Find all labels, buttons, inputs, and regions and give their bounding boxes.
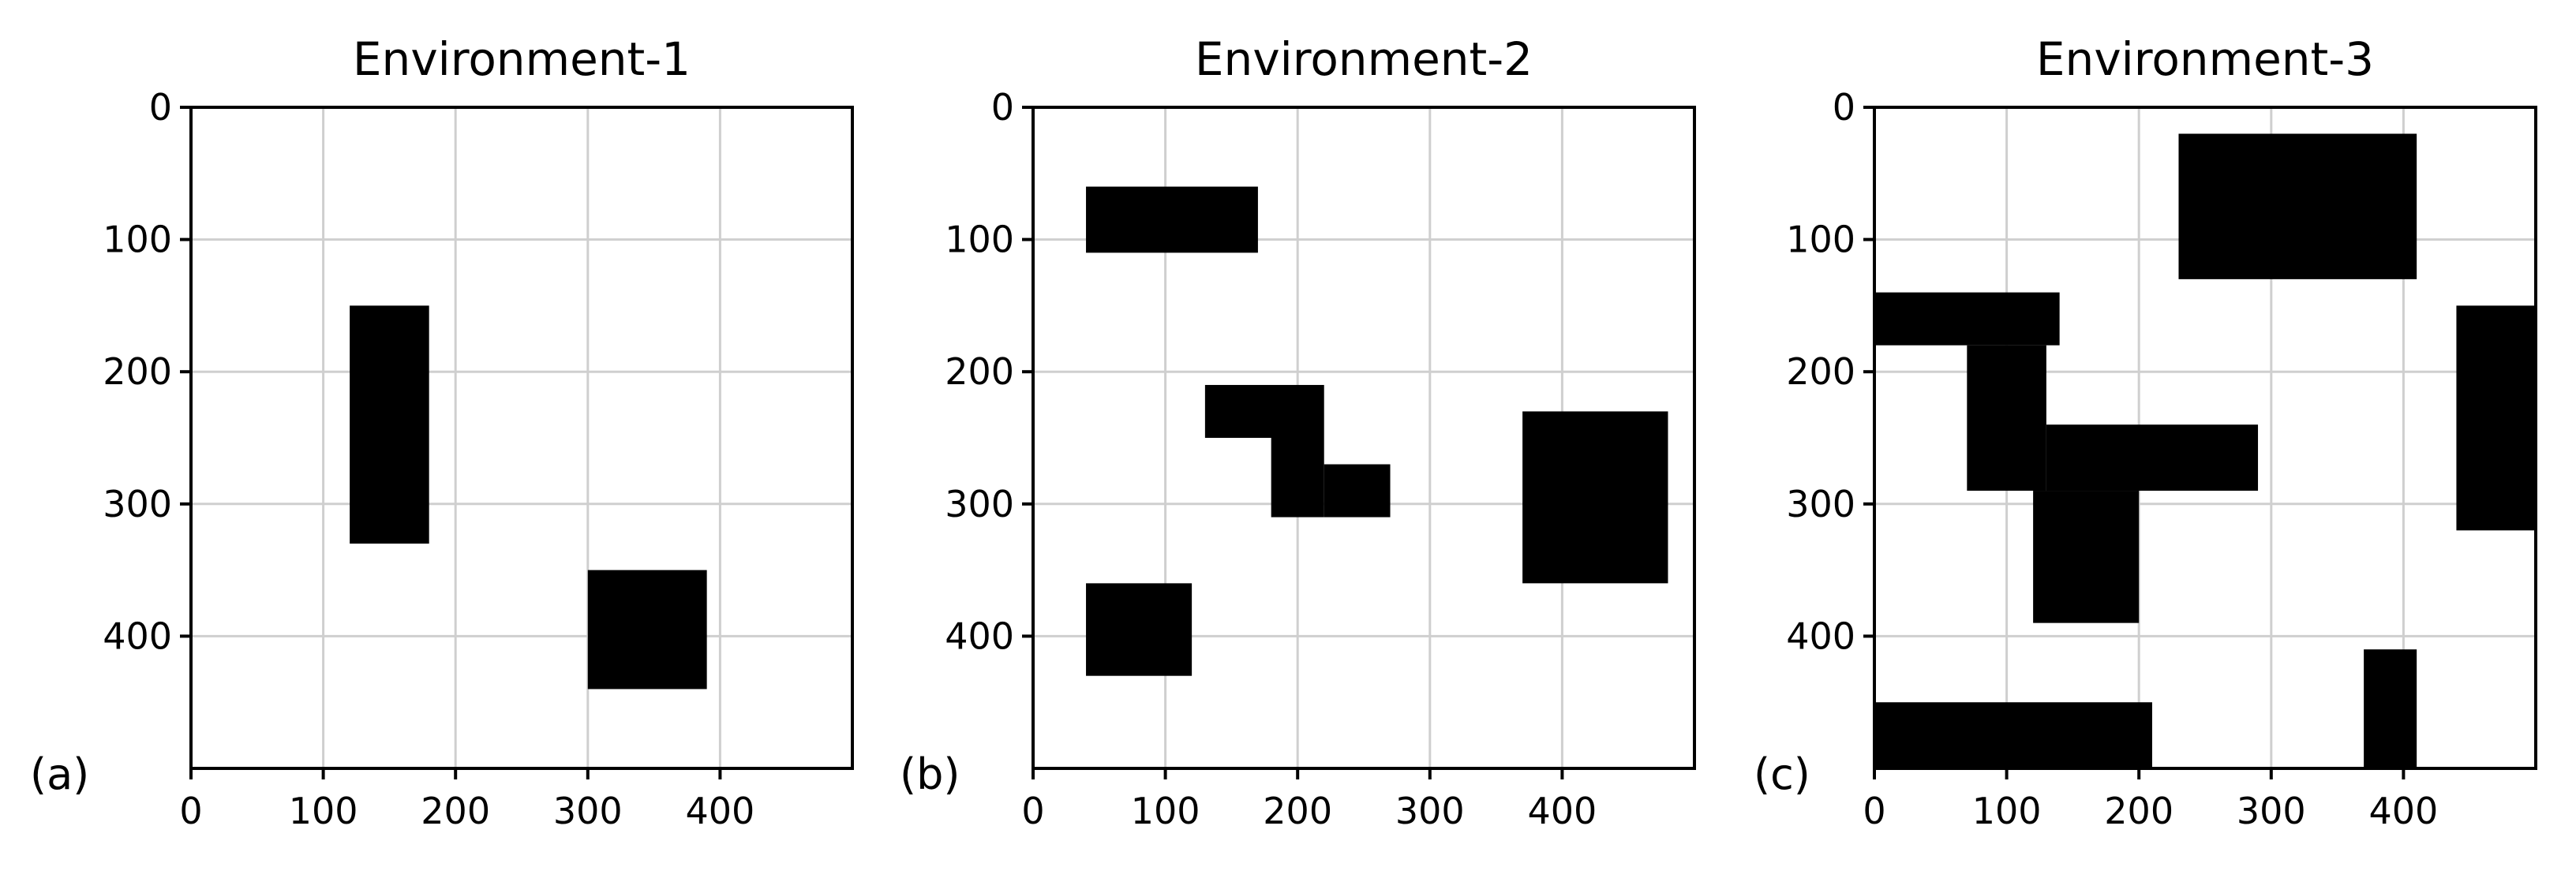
- y-tick-label: 200: [945, 350, 1014, 393]
- obstacle-rect: [1874, 702, 2152, 768]
- obstacle-rect: [2046, 424, 2259, 491]
- obstacle-rect: [587, 570, 707, 690]
- x-tick-label: 100: [1131, 790, 1200, 832]
- x-tick-label: 0: [1863, 790, 1885, 832]
- chart-title: Environment-3: [2036, 32, 2374, 86]
- x-tick-label: 0: [179, 790, 202, 832]
- y-tick-label: 100: [1786, 219, 1855, 261]
- x-tick-label: 0: [1021, 790, 1044, 832]
- x-tick-label: 400: [685, 790, 754, 832]
- obstacle-rect: [2456, 305, 2536, 531]
- plot-frame: [1873, 106, 2537, 770]
- y-tick-label: 300: [945, 483, 1014, 525]
- chart-panel-2: 0 100 200 300 400 0 100 200 300 400 Environment-2 (…: [900, 32, 1696, 832]
- obstacle-rect: [1522, 411, 1668, 584]
- plot-area: [191, 107, 852, 768]
- y-tick-label: 300: [1786, 483, 1855, 525]
- y-tick-label: 0: [991, 86, 1014, 129]
- x-tick-label: 100: [1972, 790, 2042, 832]
- chart-panel-3: 0 100 200 300 400 0 100 200 300 400 Environment-3 (…: [1754, 32, 2537, 832]
- plot-frame: [189, 106, 854, 770]
- y-tick-label: 200: [103, 350, 172, 393]
- obstacle-rect: [1324, 464, 1391, 518]
- obstacle-rect: [1204, 384, 1324, 438]
- obstacle-rect: [350, 305, 429, 544]
- obstacle-rect: [1967, 345, 2046, 491]
- y-tick-label: 400: [1786, 615, 1855, 657]
- x-tick-label: 400: [2368, 790, 2438, 832]
- chart-panel-1: 0 100 200 300 400 0 100 200 300 400 Environment-1 (…: [30, 32, 854, 832]
- obstacle-rect: [1086, 583, 1193, 676]
- obstacle-rect: [2033, 491, 2140, 623]
- chart-title: Environment-2: [1195, 32, 1533, 86]
- y-tick-label: 400: [945, 615, 1014, 657]
- obstacle-rect: [1271, 438, 1324, 518]
- plot-frame: [1032, 106, 1696, 770]
- panel-label: (a): [30, 749, 89, 799]
- obstacle-rect: [2364, 649, 2417, 768]
- y-tick-label: 300: [103, 483, 172, 525]
- x-tick-label: 100: [289, 790, 358, 832]
- panel-label: (c): [1754, 749, 1810, 799]
- y-tick-label: 0: [1833, 86, 1855, 129]
- x-tick-label: 400: [1527, 790, 1597, 832]
- obstacle-rect: [1874, 292, 2060, 346]
- x-tick-label: 200: [2104, 790, 2174, 832]
- obstacle-rect: [1086, 186, 1258, 253]
- obstacle-rect: [2178, 133, 2417, 279]
- x-tick-label: 300: [553, 790, 623, 832]
- y-tick-label: 0: [149, 86, 172, 129]
- y-tick-label: 200: [1786, 350, 1855, 393]
- panel-label: (b): [900, 749, 960, 799]
- x-tick-label: 200: [421, 790, 490, 832]
- x-tick-label: 300: [2237, 790, 2306, 832]
- chart-title: Environment-1: [353, 32, 691, 86]
- y-tick-label: 400: [103, 615, 172, 657]
- x-tick-label: 300: [1395, 790, 1465, 832]
- y-tick-label: 100: [945, 219, 1014, 261]
- y-tick-label: 100: [103, 219, 172, 261]
- x-tick-label: 200: [1263, 790, 1332, 832]
